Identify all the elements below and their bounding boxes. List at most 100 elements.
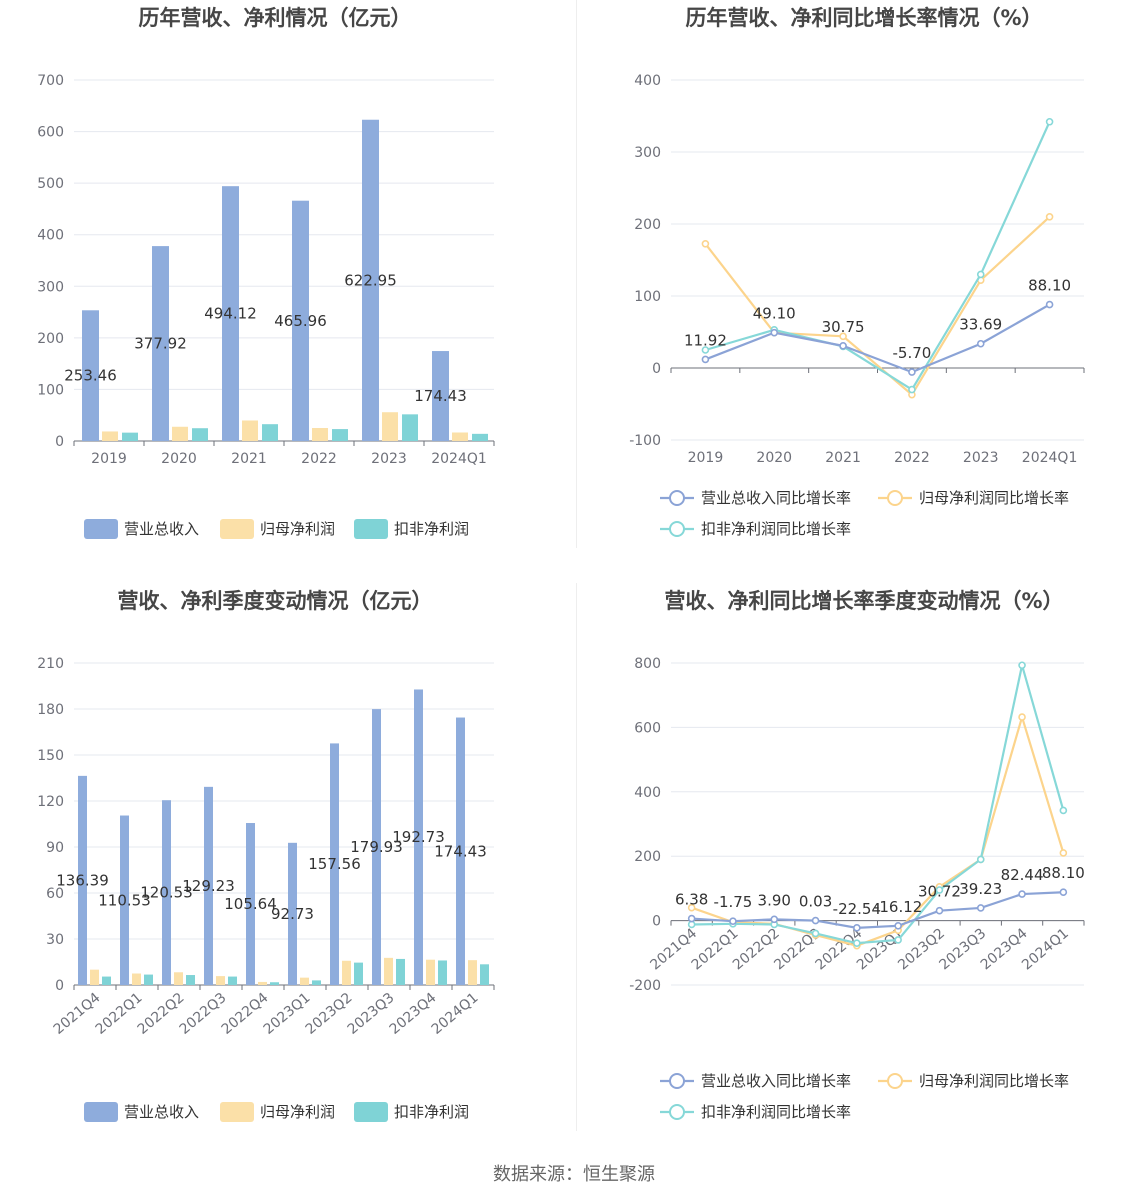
x-tick-label: 2022 bbox=[301, 451, 337, 467]
data-label: 30.72 bbox=[918, 883, 961, 901]
bar-deducted-profit bbox=[472, 433, 488, 441]
data-point bbox=[976, 904, 985, 912]
bar-deducted-profit bbox=[480, 964, 489, 985]
bar-revenue bbox=[222, 186, 239, 441]
bar-deducted-profit bbox=[354, 962, 363, 985]
data-point bbox=[935, 906, 944, 915]
annual-growth-chart: 历年营收、净利同比增长率情况（%） -100 0 100 200 300 400 2019 20… bbox=[574, 0, 1148, 583]
data-label: -5.70 bbox=[893, 344, 932, 362]
x-tick-label: 2020 bbox=[161, 451, 197, 467]
bar-net-profit bbox=[342, 960, 351, 985]
x-tick-label: 2022Q2 bbox=[135, 990, 188, 1038]
bar-deducted-profit bbox=[186, 975, 195, 985]
data-source-note: 数据来源：恒生聚源 bbox=[493, 1164, 655, 1185]
bar-revenue bbox=[288, 842, 297, 985]
bar-net-profit bbox=[382, 412, 398, 441]
bar-deducted-profit bbox=[228, 976, 237, 985]
data-label: -1.75 bbox=[714, 893, 753, 911]
legend-swatch bbox=[354, 1102, 388, 1122]
y-tick-label: 150 bbox=[37, 748, 64, 764]
y-tick-label: 100 bbox=[37, 382, 64, 398]
bar-revenue bbox=[456, 717, 465, 985]
legend-label: 归母净利润 bbox=[260, 520, 335, 538]
bar-net-profit bbox=[90, 969, 99, 985]
data-point bbox=[1018, 890, 1026, 898]
data-point bbox=[894, 936, 902, 944]
x-tick-label: 2024Q1 bbox=[431, 451, 487, 467]
y-tick-label: 300 bbox=[37, 279, 64, 295]
bar-deducted-profit bbox=[438, 960, 447, 985]
bar-revenue bbox=[152, 246, 169, 441]
legend-label: 营业总收入同比增长率 bbox=[701, 489, 851, 507]
bar-revenue bbox=[162, 800, 171, 985]
x-tick-label: 2024Q1 bbox=[1022, 450, 1078, 466]
x-tick-label: 2022Q1 bbox=[93, 990, 146, 1038]
data-point bbox=[853, 939, 861, 947]
quarterly-growth-chart: 营收、净利同比增长率季度变动情况（%） -200 0 200 400 600 800 2021… bbox=[574, 583, 1148, 1166]
bar-deducted-profit bbox=[102, 976, 111, 985]
bar-net-profit bbox=[132, 973, 141, 985]
legend-label: 营业总收入同比增长率 bbox=[701, 1072, 851, 1090]
data-point bbox=[1045, 213, 1054, 221]
data-point bbox=[894, 921, 902, 930]
legend-marker bbox=[887, 490, 903, 506]
quarterly-amount-chart: 营收、净利季度变动情况（亿元） 0 30 60 90 120 150 180 210 2021Q4… bbox=[0, 583, 574, 1166]
bar-net-profit bbox=[468, 960, 477, 985]
data-label: 6.38 bbox=[675, 891, 708, 909]
data-point bbox=[908, 385, 916, 394]
legend-swatch bbox=[84, 519, 118, 539]
data-label: 253.46 bbox=[64, 367, 117, 385]
panel-divider bbox=[576, 0, 577, 548]
legend-marker bbox=[887, 1073, 903, 1089]
x-tick-label: 2023Q3 bbox=[345, 990, 398, 1038]
bar-deducted-profit bbox=[402, 414, 418, 441]
legend-marker bbox=[669, 490, 685, 506]
data-point bbox=[1059, 849, 1068, 857]
legend-label: 营业总收入 bbox=[124, 1103, 199, 1121]
y-tick-label: 200 bbox=[634, 217, 661, 233]
x-tick-label: 2021 bbox=[825, 450, 861, 466]
data-label: 465.96 bbox=[274, 312, 327, 330]
data-point bbox=[976, 855, 985, 864]
data-point bbox=[976, 339, 985, 348]
series-line bbox=[691, 664, 1065, 945]
bar-net-profit bbox=[300, 977, 309, 985]
data-label: 179.93 bbox=[350, 838, 403, 856]
legend-label: 归母净利润同比增长率 bbox=[919, 1072, 1069, 1090]
y-tick-label: 90 bbox=[46, 840, 64, 856]
x-tick-label: 2019 bbox=[91, 451, 127, 467]
bar-net-profit bbox=[242, 420, 258, 441]
x-tick-label: 2023 bbox=[371, 451, 407, 467]
bar-net-profit bbox=[174, 972, 183, 985]
data-label: 33.69 bbox=[959, 316, 1002, 334]
series-line bbox=[691, 713, 1065, 947]
series-line bbox=[691, 891, 1064, 929]
bar-revenue bbox=[432, 351, 449, 441]
y-tick-label: 200 bbox=[634, 849, 661, 865]
data-label: -16.12 bbox=[874, 898, 922, 916]
data-label: 82.44 bbox=[1001, 866, 1044, 884]
legend-marker bbox=[669, 521, 685, 537]
x-tick-label: 2020 bbox=[756, 450, 792, 466]
y-tick-label: 600 bbox=[634, 720, 661, 736]
data-label: 49.10 bbox=[753, 305, 796, 323]
data-point bbox=[701, 240, 710, 248]
y-tick-label: -200 bbox=[629, 978, 661, 994]
legend-label: 营业总收入 bbox=[124, 520, 199, 538]
data-label: 174.43 bbox=[434, 842, 487, 860]
y-tick-label: 0 bbox=[652, 361, 661, 377]
bar-revenue bbox=[78, 775, 87, 985]
bar-deducted-profit bbox=[192, 428, 208, 441]
data-label: 494.12 bbox=[204, 305, 257, 323]
y-tick-label: 210 bbox=[37, 656, 64, 672]
data-point bbox=[701, 355, 710, 364]
bar-revenue bbox=[292, 200, 309, 441]
y-tick-label: 400 bbox=[634, 785, 661, 801]
data-label: 136.39 bbox=[56, 871, 109, 889]
data-label: 129.23 bbox=[182, 877, 235, 895]
y-tick-label: 800 bbox=[634, 656, 661, 672]
bar-deducted-profit bbox=[262, 424, 278, 441]
x-tick-label: 2019 bbox=[688, 450, 724, 466]
series-line bbox=[704, 215, 1051, 397]
data-point bbox=[935, 886, 944, 894]
